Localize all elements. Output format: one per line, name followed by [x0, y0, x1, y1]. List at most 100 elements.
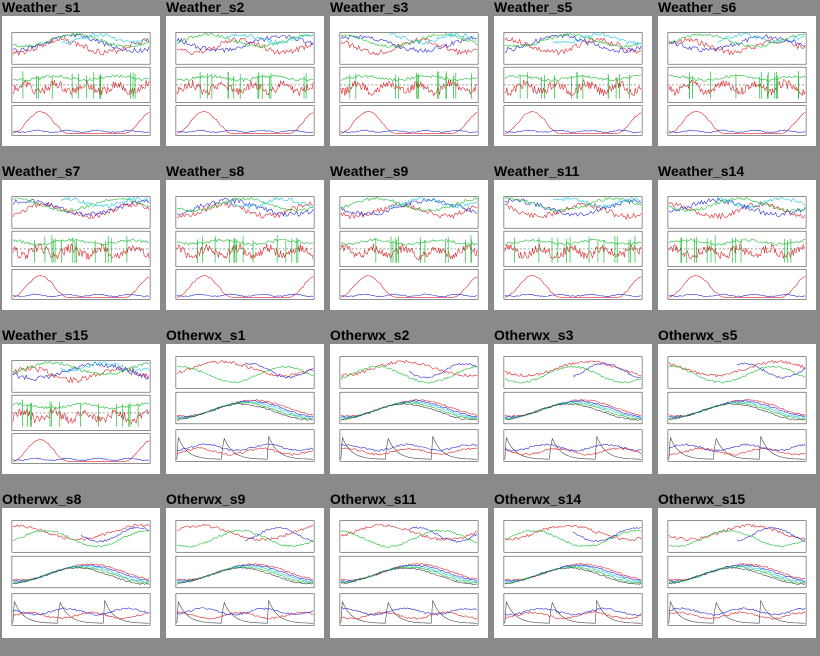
bottom-panel: [11, 593, 151, 626]
plot-thumbnail[interactable]: [166, 16, 324, 146]
wind-trace: [176, 79, 314, 97]
humidity-trace: [504, 198, 642, 217]
pressure-trace: [176, 197, 314, 213]
trace-b: [12, 530, 150, 548]
temperature-trace: [668, 403, 806, 421]
temperature-trace: [668, 200, 806, 221]
direction-trace: [340, 238, 478, 246]
plot-tile[interactable]: Otherwx_s15: [656, 491, 816, 642]
temperature-trace: [12, 564, 150, 582]
trace-b: [340, 529, 478, 548]
trace-c: [80, 526, 150, 543]
radiation-trace: [176, 111, 314, 134]
radiation-trace: [12, 275, 150, 298]
top-panel: [11, 196, 151, 229]
plot-thumbnail[interactable]: [658, 508, 816, 638]
plot-tile[interactable]: Weather_s8: [164, 163, 324, 314]
temperature-trace: [340, 566, 478, 584]
temperature-trace: [504, 565, 642, 583]
plot-tile-title: Weather_s14: [658, 163, 745, 179]
plot-tile[interactable]: Otherwx_s14: [492, 491, 652, 642]
plot-tile[interactable]: Otherwx_s9: [164, 491, 324, 642]
wind-trace: [12, 79, 150, 96]
plot-thumbnail[interactable]: [494, 16, 652, 146]
plot-thumbnail[interactable]: [330, 16, 488, 146]
middle-panel: [175, 555, 315, 589]
temperature-trace: [340, 202, 478, 220]
wind-trace: [668, 242, 806, 260]
plot-thumbnail[interactable]: [658, 16, 816, 146]
plot-thumbnail[interactable]: [330, 508, 488, 638]
plot-thumbnail[interactable]: [166, 344, 324, 474]
plot-thumbnail[interactable]: [494, 180, 652, 310]
plot-thumbnail[interactable]: [2, 508, 160, 638]
plot-thumbnail[interactable]: [330, 344, 488, 474]
plot-tile[interactable]: Otherwx_s8: [0, 491, 160, 642]
plot-thumbnail[interactable]: [494, 344, 652, 474]
wind-trace: [176, 243, 314, 260]
plot-tile[interactable]: Weather_s2: [164, 0, 324, 150]
temperature-trace: [504, 403, 642, 421]
humidity-trace: [340, 34, 478, 53]
plot-image: [175, 196, 315, 300]
plot-tile[interactable]: Weather_s14: [656, 163, 816, 314]
plot-tile[interactable]: Weather_s3: [328, 0, 488, 150]
trace-d: [340, 611, 478, 620]
decay-trace: [12, 600, 150, 624]
plot-tile[interactable]: Weather_s11: [492, 163, 652, 314]
plot-image: [503, 356, 643, 462]
plot-tile[interactable]: Weather_s6: [656, 0, 816, 150]
radiation-trace: [340, 275, 478, 298]
trace-c: [736, 526, 806, 542]
plot-tile[interactable]: Weather_s1: [0, 0, 160, 150]
plot-thumbnail[interactable]: [494, 508, 652, 638]
plot-thumbnail[interactable]: [658, 180, 816, 310]
plot-tile[interactable]: Weather_s5: [492, 0, 652, 150]
plot-image: [339, 32, 479, 136]
humidity-trace: [176, 34, 314, 53]
bottom-panel: [175, 593, 315, 626]
plot-thumbnail[interactable]: [166, 508, 324, 638]
plot-tile[interactable]: Otherwx_s1: [164, 327, 324, 478]
plot-thumbnail[interactable]: [2, 16, 160, 146]
temperature-trace: [668, 567, 806, 585]
decay-trace: [176, 600, 314, 624]
plot-thumbnail[interactable]: [330, 180, 488, 310]
trace-e: [504, 607, 642, 616]
plot-thumbnail[interactable]: [166, 180, 324, 310]
top-panel: [503, 196, 643, 229]
plot-thumbnail[interactable]: [2, 180, 160, 310]
plot-tile[interactable]: Weather_s9: [328, 163, 488, 314]
plot-tile[interactable]: Weather_s7: [0, 163, 160, 314]
plot-tile[interactable]: Otherwx_s2: [328, 327, 488, 478]
direction-trace: [504, 238, 642, 246]
plot-tile[interactable]: Weather_s15: [0, 327, 160, 478]
plot-tile-title: Otherwx_s9: [166, 491, 246, 507]
decay-trace: [504, 436, 642, 460]
wind-trace: [12, 407, 150, 425]
trace-e: [668, 607, 806, 616]
trace-e: [340, 607, 478, 616]
plot-tile-title: Weather_s6: [658, 0, 737, 15]
plot-thumbnail[interactable]: [658, 344, 816, 474]
decay-trace: [340, 436, 478, 460]
top-panel: [11, 520, 151, 553]
bottom-panel: [339, 269, 479, 300]
bottom-panel: [503, 593, 643, 626]
top-panel: [175, 32, 315, 65]
plot-tile[interactable]: Otherwx_s3: [492, 327, 652, 478]
pressure-trace: [504, 196, 642, 213]
plot-image: [11, 360, 151, 464]
plot-image: [175, 520, 315, 626]
temperature-trace: [504, 566, 642, 584]
pressure-trace: [176, 33, 314, 48]
plot-tile[interactable]: Otherwx_s11: [328, 491, 488, 642]
top-panel: [667, 356, 807, 389]
rain-trace: [668, 129, 806, 134]
plot-image: [667, 520, 807, 626]
aux-trace: [716, 196, 805, 209]
bottom-panel: [11, 269, 151, 300]
plot-tile[interactable]: Otherwx_s5: [656, 327, 816, 478]
wind-trace: [340, 79, 478, 97]
plot-thumbnail[interactable]: [2, 344, 160, 474]
